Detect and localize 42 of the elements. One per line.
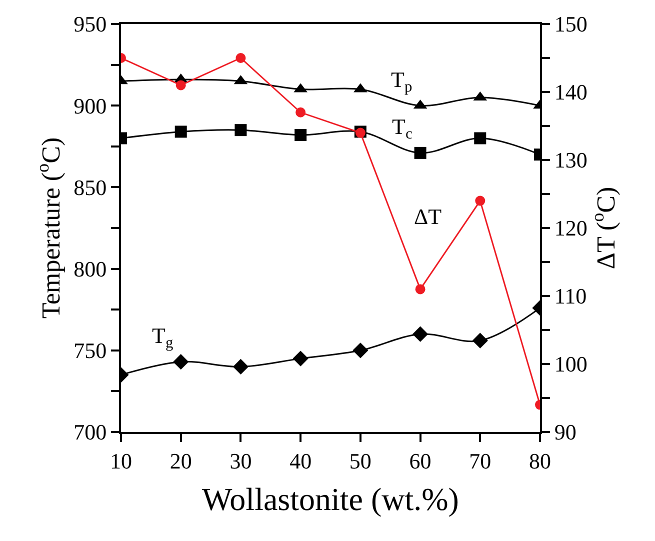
annotation: T$_{p}$: [391, 67, 412, 96]
point: [292, 350, 308, 366]
y2-tick-label: 120: [554, 216, 588, 241]
y2-tick-label: 90: [554, 420, 576, 445]
annotation: T$_{g}$: [152, 323, 174, 352]
x-tick-label: 10: [110, 448, 132, 474]
point: [234, 124, 247, 136]
point: [475, 196, 486, 206]
x-tick-label: 30: [230, 448, 252, 474]
point: [294, 128, 307, 141]
x-tick-label: 40: [290, 448, 312, 474]
point: [414, 146, 426, 159]
x-tick-label: 70: [469, 448, 492, 474]
y-tick-label: 750: [74, 338, 107, 364]
point: [173, 354, 189, 370]
point: [352, 342, 368, 358]
y-tick-label: 900: [74, 93, 107, 118]
y2-tick-label: 130: [554, 148, 588, 173]
x-tick-label: 20: [170, 448, 192, 474]
point: [176, 80, 186, 90]
point: [174, 126, 187, 138]
annotation: T$_{c}$: [392, 114, 412, 143]
point: [232, 358, 249, 375]
x-tick-label: 60: [409, 448, 432, 474]
y2-tick-label: 150: [554, 12, 588, 37]
point: [415, 284, 426, 294]
y-tick-label: 850: [74, 174, 107, 200]
x-tick-label: 50: [349, 448, 372, 474]
point: [474, 132, 486, 144]
y2-tick-label: 110: [554, 284, 587, 309]
point: [472, 332, 488, 348]
point: [296, 107, 306, 118]
point: [412, 326, 428, 342]
x-tick-label: 80: [529, 448, 551, 474]
y-tick-label: 950: [74, 12, 107, 37]
y2-tick-label: 140: [554, 80, 588, 105]
x-axis-title: Wollastonite (wt.%): [202, 480, 459, 517]
y2-tick-label: 100: [554, 352, 588, 377]
annotation: ΔT: [414, 204, 442, 229]
y-tick-label: 800: [74, 256, 107, 282]
y-tick-label: 700: [74, 420, 107, 445]
point: [236, 53, 246, 63]
